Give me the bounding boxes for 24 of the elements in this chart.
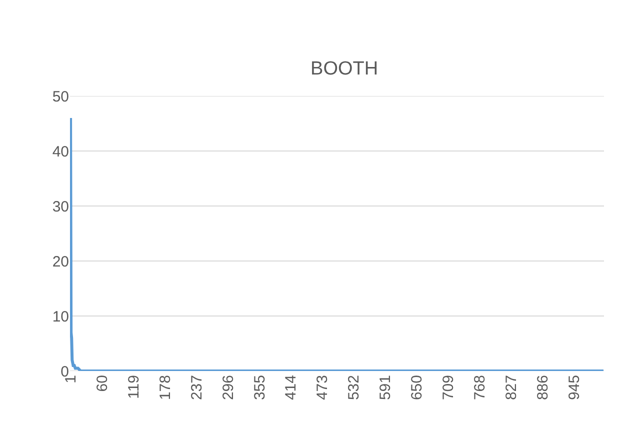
x-tick-label: 119 xyxy=(125,375,142,399)
x-tick-label: 945 xyxy=(566,375,584,400)
x-tick-label: 768 xyxy=(472,375,489,400)
x-tick-label: 355 xyxy=(251,375,268,400)
x-tick-label: 532 xyxy=(346,375,363,400)
x-tick-label: 1 xyxy=(62,375,80,384)
line-series xyxy=(70,116,604,371)
x-tick-label: 827 xyxy=(503,375,520,400)
x-tick-label: 650 xyxy=(408,375,426,400)
chart-title: BOOTH xyxy=(310,58,378,80)
x-tick-label: 709 xyxy=(440,375,458,400)
y-tick-label: 50 xyxy=(52,88,69,106)
y-tick-label: 40 xyxy=(52,143,69,160)
y-tick-label: 30 xyxy=(52,198,69,216)
x-tick-label: 178 xyxy=(156,375,174,400)
x-tick-label: 414 xyxy=(282,375,300,400)
x-tick-label: 886 xyxy=(534,375,552,400)
x-tick-label: 473 xyxy=(314,375,332,400)
x-tick-label: 60 xyxy=(94,375,111,392)
x-tick-label: 237 xyxy=(188,375,206,400)
x-tick-label: 296 xyxy=(220,375,237,400)
x-tick-label: 591 xyxy=(377,375,394,400)
y-tick-label: 20 xyxy=(52,253,69,270)
y-tick-label: 10 xyxy=(52,308,69,326)
